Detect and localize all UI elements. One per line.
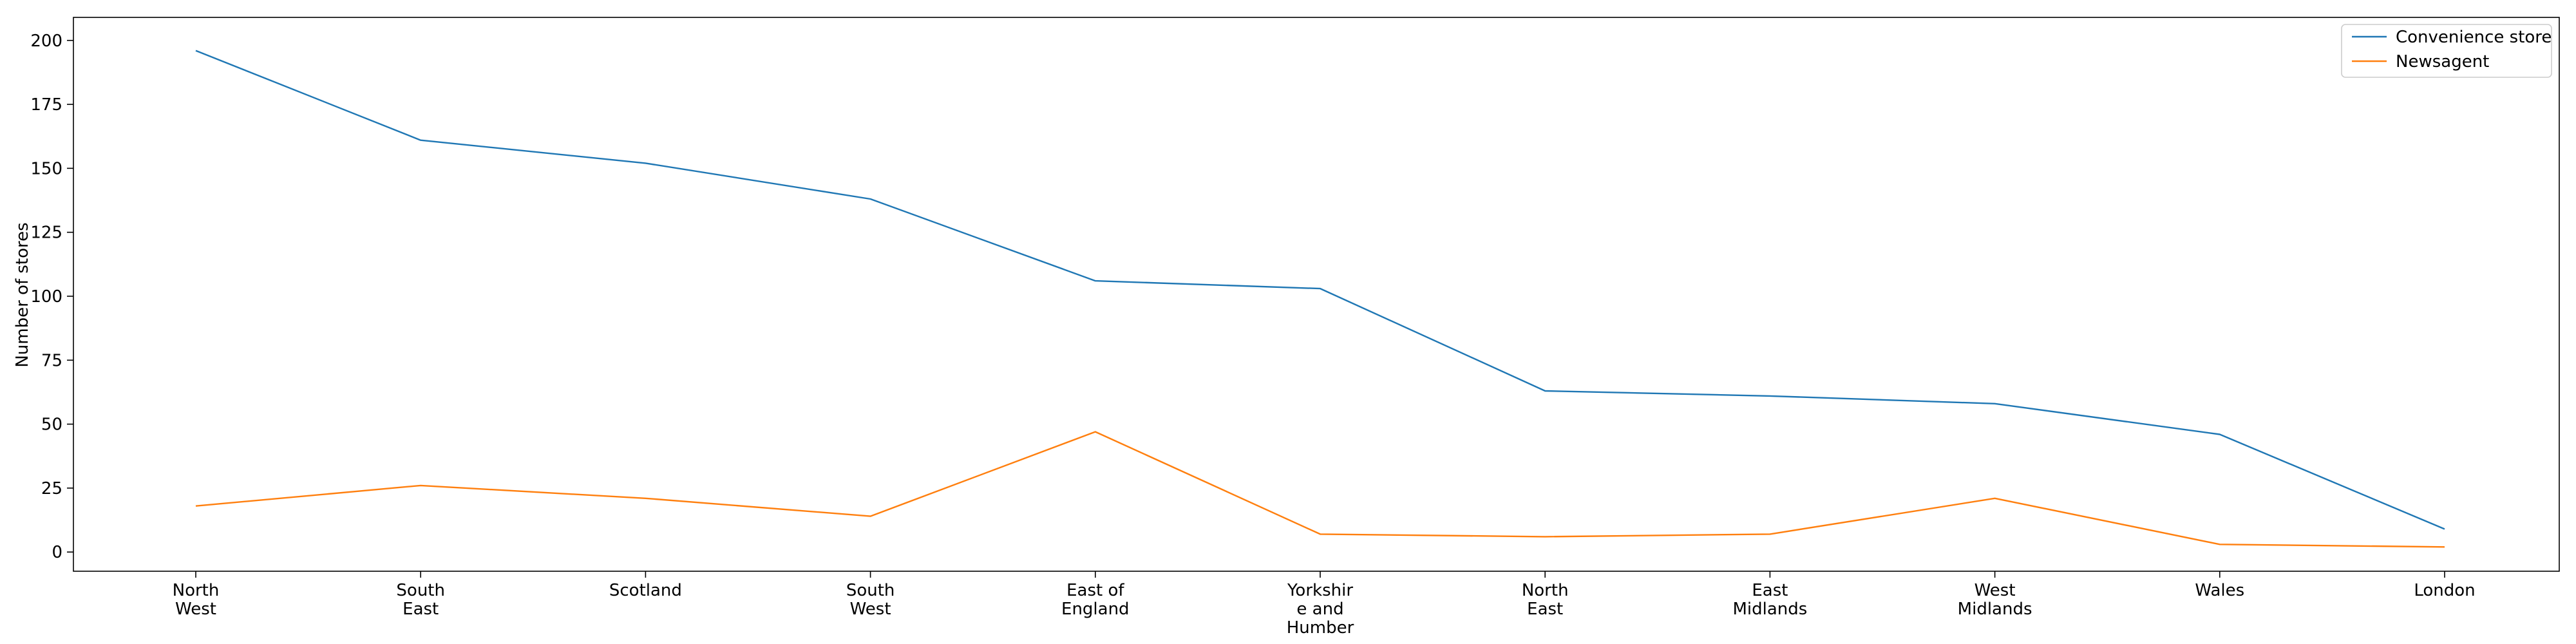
y-tick-label: 100 (30, 287, 62, 307)
x-tick-label: South West (846, 581, 895, 619)
x-tick-label: Yorkshir e and Humber (1287, 581, 1354, 638)
x-tick-label: Wales (2195, 581, 2244, 600)
y-tick-label: 75 (41, 351, 62, 370)
x-tick-label: London (2414, 581, 2475, 600)
x-tick-label: South East (396, 581, 445, 619)
y-ticks: 0 25 50 75 100 125 150 175 200 (30, 32, 73, 562)
x-tick-label: North East (1522, 581, 1569, 619)
x-tick-label-line: England (1061, 600, 1130, 619)
x-tick-label-line: Midlands (1732, 600, 1807, 619)
x-tick-label-line: e and (1296, 600, 1343, 619)
series-lines (195, 50, 2445, 548)
y-tick-label: 200 (30, 32, 62, 51)
x-tick-label-line: Humber (1287, 618, 1354, 638)
x-tick-label: North West (173, 581, 220, 619)
x-tick-label-line: West (175, 600, 216, 619)
y-tick-label: 125 (30, 223, 62, 243)
x-tick-label-line: East (1752, 581, 1788, 600)
y-tick-label: 50 (41, 415, 62, 435)
x-tick-label-line: East of (1066, 581, 1124, 600)
x-tick-label-line: West (1975, 581, 2016, 600)
y-tick-label: 0 (52, 543, 62, 562)
x-tick-label: West Midlands (1958, 581, 2032, 619)
x-tick-label-line: Scotland (609, 581, 682, 600)
x-tick-label-line: West (850, 600, 891, 619)
plot-frame (73, 17, 2560, 572)
x-tick-label-line: North (1522, 581, 1569, 600)
series-line-1 (195, 431, 2445, 548)
x-tick-label-line: London (2414, 581, 2475, 600)
x-tick-label-line: Wales (2195, 581, 2244, 600)
legend-box (2341, 24, 2552, 78)
legend-label: Newsagent (2396, 52, 2489, 71)
x-tick-label: East of England (1061, 581, 1130, 619)
x-tick-label: Scotland (609, 581, 682, 600)
x-tick-label-line: East (402, 600, 439, 619)
x-tick-label-line: South (846, 581, 895, 600)
x-tick-label: East Midlands (1732, 581, 1807, 619)
y-axis-label: Number of stores (13, 222, 32, 367)
x-tick-label-line: South (396, 581, 445, 600)
x-tick-label-line: Midlands (1958, 600, 2032, 619)
x-tick-label-line: Yorkshir (1287, 581, 1353, 600)
legend-label: Convenience store (2396, 28, 2552, 47)
y-axis: Number of stores 0 25 50 75 100 125 150 175 200 (13, 32, 73, 562)
series-line-0 (195, 50, 2445, 530)
y-tick-label: 25 (41, 479, 62, 498)
legend-entries: Convenience store Newsagent (2352, 28, 2552, 71)
legend: Convenience store Newsagent (2341, 24, 2552, 78)
x-tick-label-line: East (1527, 600, 1563, 619)
y-tick-label: 175 (30, 95, 62, 115)
x-tick-label-line: North (173, 581, 220, 600)
y-tick-label: 150 (30, 159, 62, 178)
